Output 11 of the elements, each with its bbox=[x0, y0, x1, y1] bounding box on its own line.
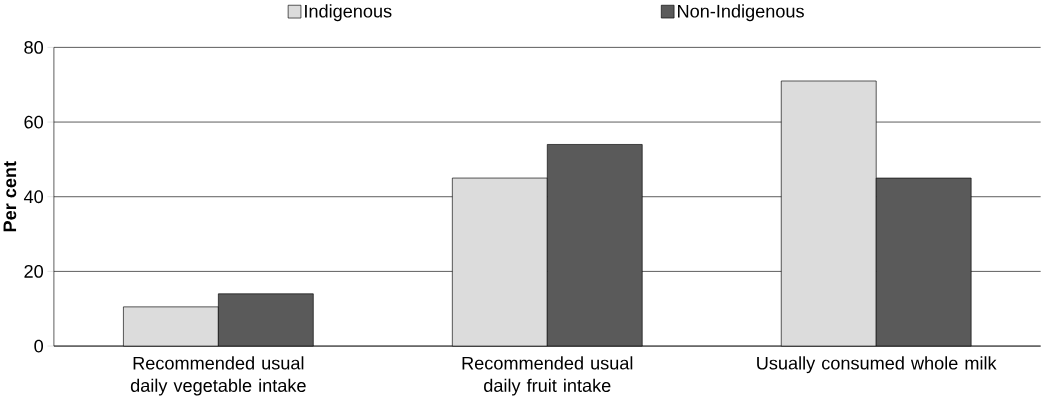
x-tick-label: Recommended usual daily fruit intake bbox=[462, 356, 633, 396]
x-tick-label: Recommended usual daily vegetable intake bbox=[130, 356, 306, 396]
y-axis-title: Per cent bbox=[3, 161, 17, 232]
legend-label: Indigenous bbox=[305, 4, 392, 22]
y-tick-label: 40 bbox=[23, 190, 44, 204]
y-tick-label: 20 bbox=[24, 264, 44, 278]
x-tick-label: Usually consumed whole milk bbox=[757, 356, 997, 374]
y-tick-label: 80 bbox=[24, 40, 44, 54]
legend-label: Non-Indigenous bbox=[678, 4, 804, 22]
y-tick-label: 0 bbox=[34, 339, 44, 353]
y-tick-label: 60 bbox=[24, 115, 44, 129]
